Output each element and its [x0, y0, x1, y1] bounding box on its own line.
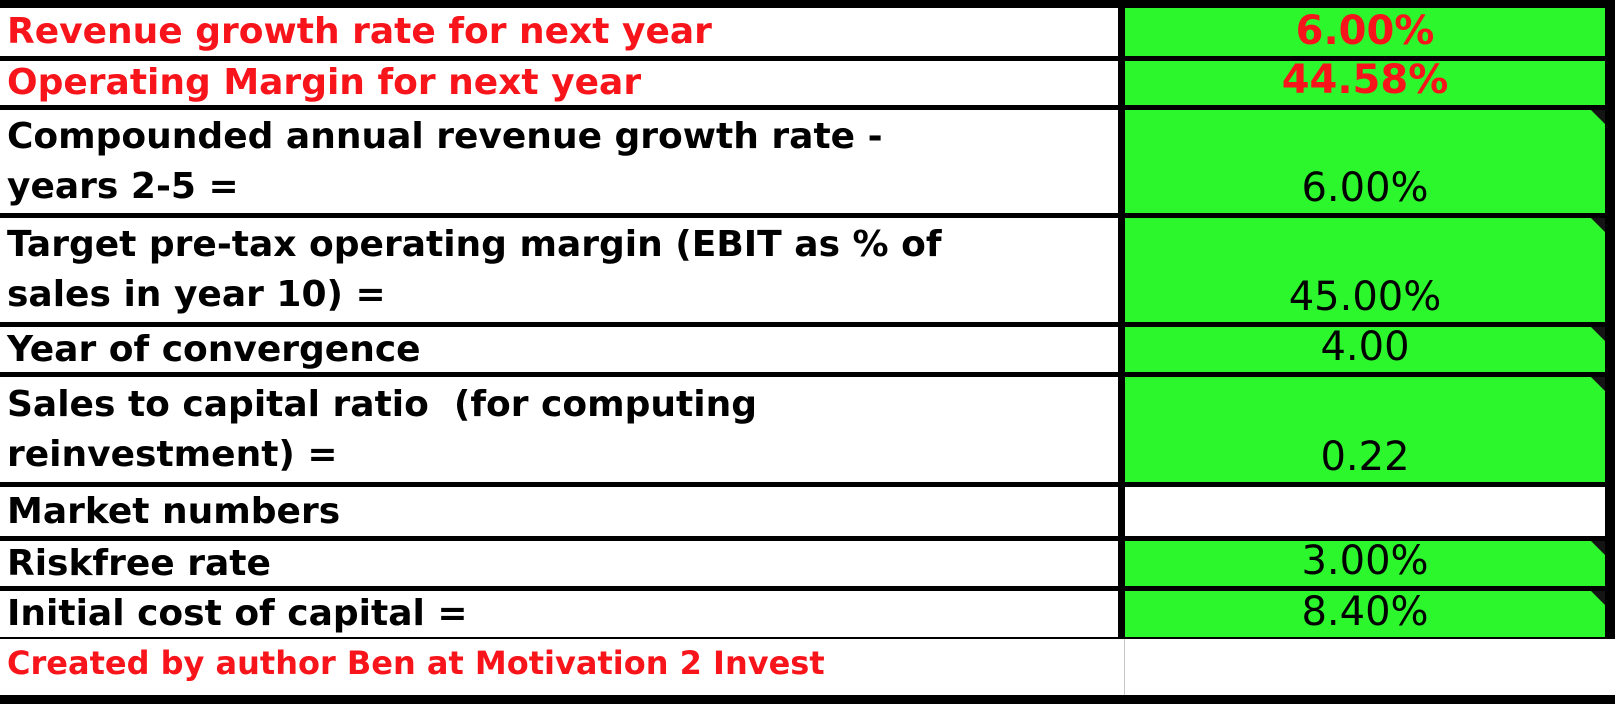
riskfree-rate-value: 3.00% [1301, 538, 1429, 584]
comment-marker-icon [1591, 377, 1605, 391]
market-numbers-value-cell [1125, 487, 1615, 536]
comment-marker-icon [1591, 591, 1605, 605]
row-year-of-convergence: Year of convergence 4.00 [0, 324, 1615, 377]
compounded-growth-rate-value: 6.00% [1301, 165, 1429, 211]
target-operating-margin-value-cell[interactable]: 45.00% [1125, 218, 1615, 322]
revenue-growth-rate-label: Revenue growth rate for next year [0, 8, 1125, 56]
row-revenue-growth-rate: Revenue growth rate for next year 6.00% [0, 8, 1615, 61]
author-credit-label: Created by author Ben at Motivation 2 In… [0, 639, 1125, 695]
sales-to-capital-ratio-value-cell[interactable]: 0.22 [1125, 377, 1615, 482]
target-operating-margin-value: 45.00% [1288, 274, 1442, 320]
year-of-convergence-value: 4.00 [1320, 324, 1410, 370]
row-initial-cost-of-capital: Initial cost of capital = 8.40% [0, 589, 1615, 637]
year-of-convergence-label: Year of convergence [0, 327, 1125, 372]
compounded-growth-rate-value-cell[interactable]: 6.00% [1125, 110, 1615, 213]
target-operating-margin-label: Target pre-tax operating margin (EBIT as… [0, 218, 1125, 322]
year-of-convergence-value-cell[interactable]: 4.00 [1125, 324, 1615, 372]
revenue-growth-rate-value-cell[interactable]: 6.00% [1125, 8, 1615, 56]
operating-margin-label: Operating Margin for next year [0, 61, 1125, 105]
row-compounded-growth-rate: Compounded annual revenue growth rate - … [0, 110, 1615, 218]
compounded-growth-rate-label: Compounded annual revenue growth rate - … [0, 110, 1125, 213]
sales-to-capital-ratio-value: 0.22 [1320, 434, 1410, 480]
row-author-credit: Created by author Ben at Motivation 2 In… [0, 637, 1615, 695]
author-credit-value-cell [1125, 639, 1615, 695]
row-market-numbers: Market numbers [0, 487, 1615, 541]
riskfree-rate-value-cell[interactable]: 3.00% [1125, 538, 1615, 586]
riskfree-rate-label: Riskfree rate [0, 541, 1125, 586]
market-numbers-label: Market numbers [0, 487, 1125, 536]
sales-to-capital-ratio-label: Sales to capital ratio (for computing re… [0, 377, 1125, 482]
row-riskfree-rate: Riskfree rate 3.00% [0, 538, 1615, 591]
comment-marker-icon [1591, 327, 1605, 341]
initial-cost-of-capital-label: Initial cost of capital = [0, 591, 1125, 637]
operating-margin-value-cell[interactable]: 44.58% [1125, 57, 1615, 105]
comment-marker-icon [1591, 541, 1605, 555]
initial-cost-of-capital-value: 8.40% [1301, 589, 1429, 635]
row-target-operating-margin: Target pre-tax operating margin (EBIT as… [0, 218, 1615, 327]
comment-marker-icon [1591, 218, 1605, 232]
revenue-growth-rate-value: 6.00% [1295, 8, 1435, 54]
initial-cost-of-capital-value-cell[interactable]: 8.40% [1125, 589, 1615, 637]
row-operating-margin: Operating Margin for next year 44.58% [0, 57, 1615, 110]
operating-margin-value: 44.58% [1281, 57, 1449, 103]
row-sales-to-capital-ratio: Sales to capital ratio (for computing re… [0, 377, 1615, 487]
comment-marker-icon [1591, 110, 1605, 124]
